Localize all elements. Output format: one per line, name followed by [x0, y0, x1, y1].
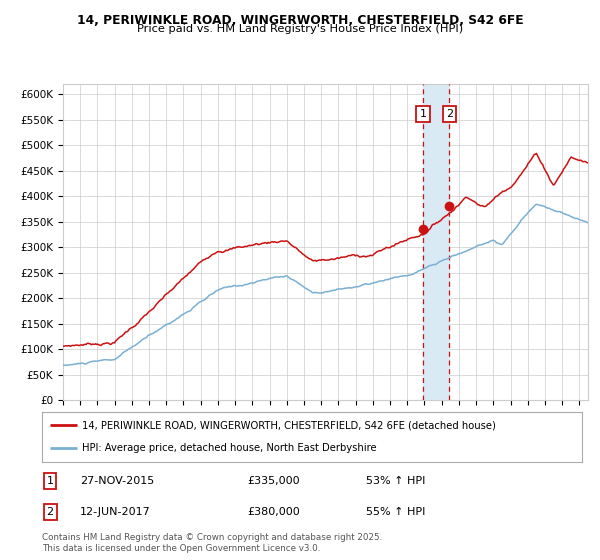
Text: £380,000: £380,000	[247, 507, 300, 517]
Text: 1: 1	[47, 476, 53, 486]
Text: £335,000: £335,000	[247, 476, 300, 486]
Text: 2: 2	[446, 109, 453, 119]
Text: 14, PERIWINKLE ROAD, WINGERWORTH, CHESTERFIELD, S42 6FE: 14, PERIWINKLE ROAD, WINGERWORTH, CHESTE…	[77, 14, 523, 27]
Bar	[423, 84, 449, 400]
Text: 14, PERIWINKLE ROAD, WINGERWORTH, CHESTERFIELD, S42 6FE (detached house): 14, PERIWINKLE ROAD, WINGERWORTH, CHESTE…	[83, 420, 496, 430]
Text: 55% ↑ HPI: 55% ↑ HPI	[366, 507, 425, 517]
Text: Price paid vs. HM Land Registry's House Price Index (HPI): Price paid vs. HM Land Registry's House …	[137, 24, 463, 34]
Text: 53% ↑ HPI: 53% ↑ HPI	[366, 476, 425, 486]
Text: 1: 1	[419, 109, 427, 119]
Text: Contains HM Land Registry data © Crown copyright and database right 2025.
This d: Contains HM Land Registry data © Crown c…	[42, 533, 382, 553]
Text: 12-JUN-2017: 12-JUN-2017	[80, 507, 151, 517]
Text: 2: 2	[47, 507, 53, 517]
Text: 27-NOV-2015: 27-NOV-2015	[80, 476, 154, 486]
Text: HPI: Average price, detached house, North East Derbyshire: HPI: Average price, detached house, Nort…	[83, 443, 377, 453]
